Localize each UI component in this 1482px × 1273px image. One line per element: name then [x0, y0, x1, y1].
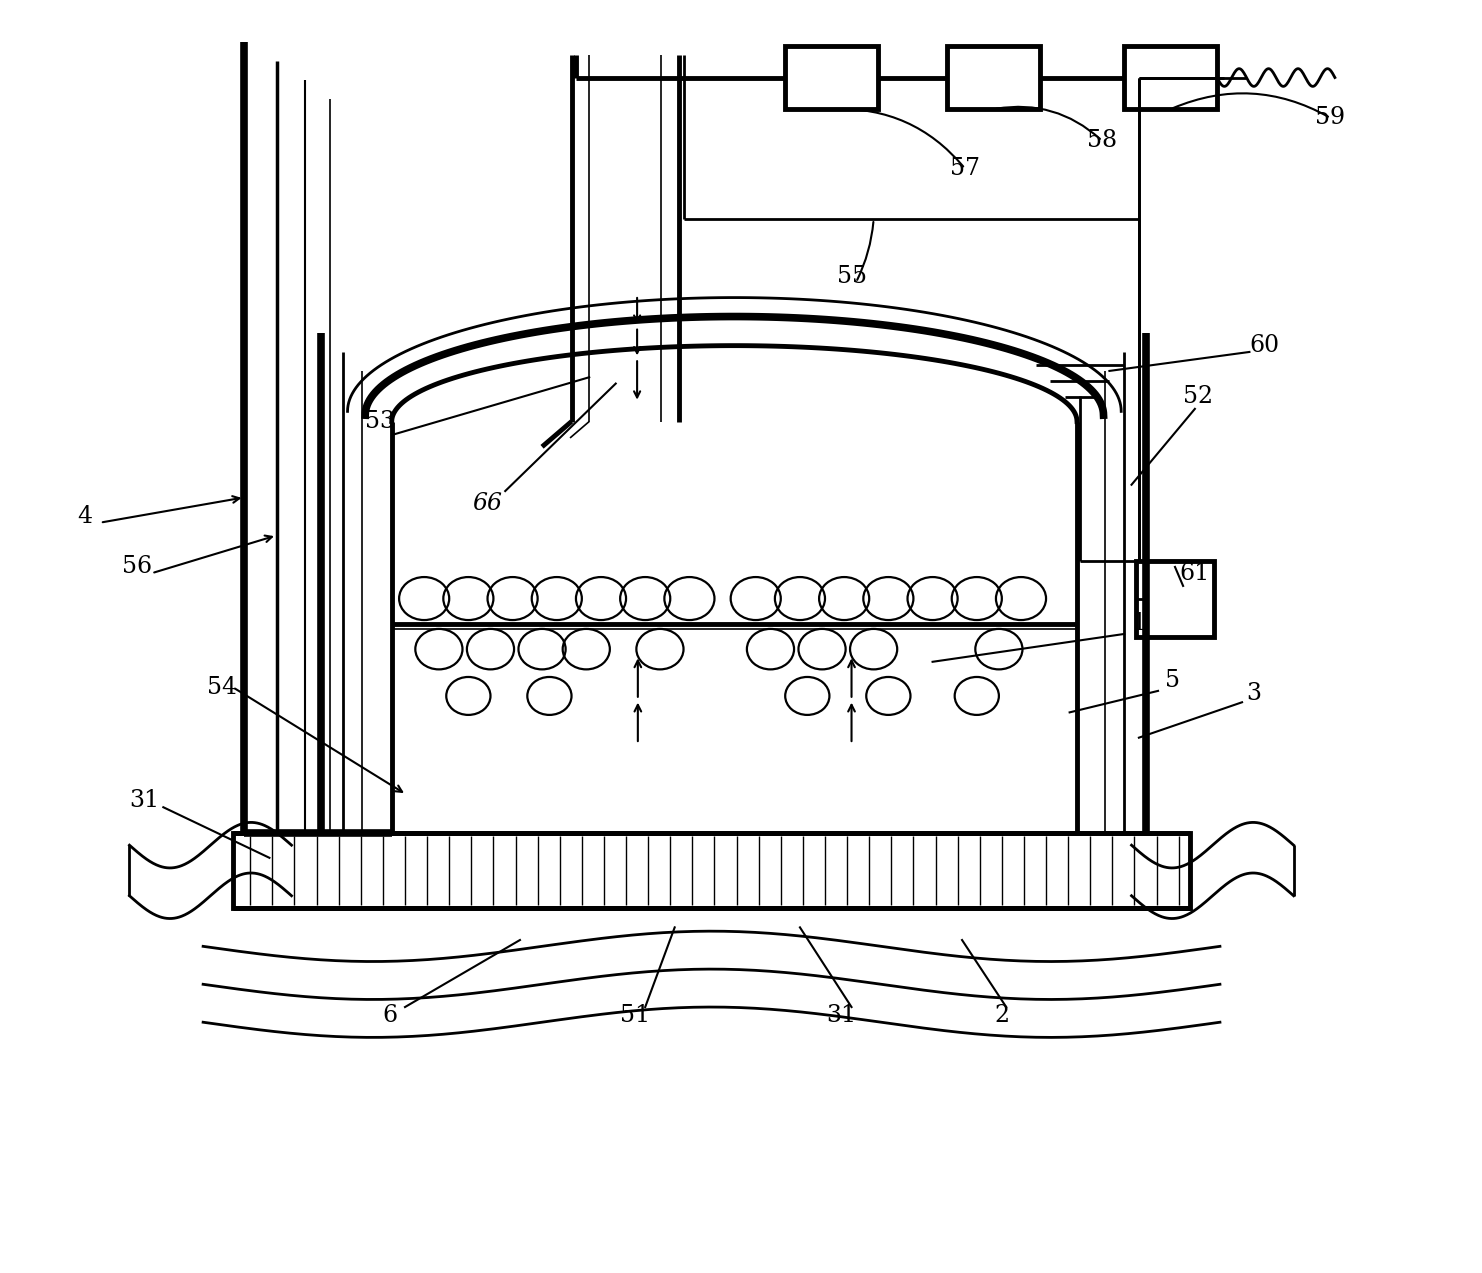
Text: 57: 57 [950, 157, 980, 179]
Text: 60: 60 [1249, 334, 1279, 358]
Bar [233, 833, 1190, 909]
Bar [1125, 46, 1217, 109]
Text: 53: 53 [365, 410, 394, 433]
Bar [1135, 560, 1214, 636]
Text: 59: 59 [1316, 107, 1346, 130]
Bar [947, 46, 1040, 109]
Text: 6: 6 [382, 1004, 397, 1027]
Text: 31: 31 [825, 1004, 857, 1027]
Text: 2: 2 [994, 1004, 1009, 1027]
Text: 5: 5 [1165, 670, 1180, 693]
Text: 61: 61 [1180, 561, 1209, 584]
Text: 58: 58 [1086, 130, 1117, 153]
Text: 1: 1 [1131, 612, 1147, 635]
Text: 66: 66 [473, 493, 502, 516]
Text: 3: 3 [1246, 682, 1261, 705]
Text: 54: 54 [207, 676, 237, 699]
Text: 56: 56 [122, 555, 151, 578]
Text: 52: 52 [1183, 384, 1212, 407]
Text: 4: 4 [77, 505, 93, 528]
Bar [785, 46, 877, 109]
Text: 55: 55 [836, 265, 867, 288]
Text: 31: 31 [129, 789, 159, 812]
Text: 51: 51 [619, 1004, 651, 1027]
